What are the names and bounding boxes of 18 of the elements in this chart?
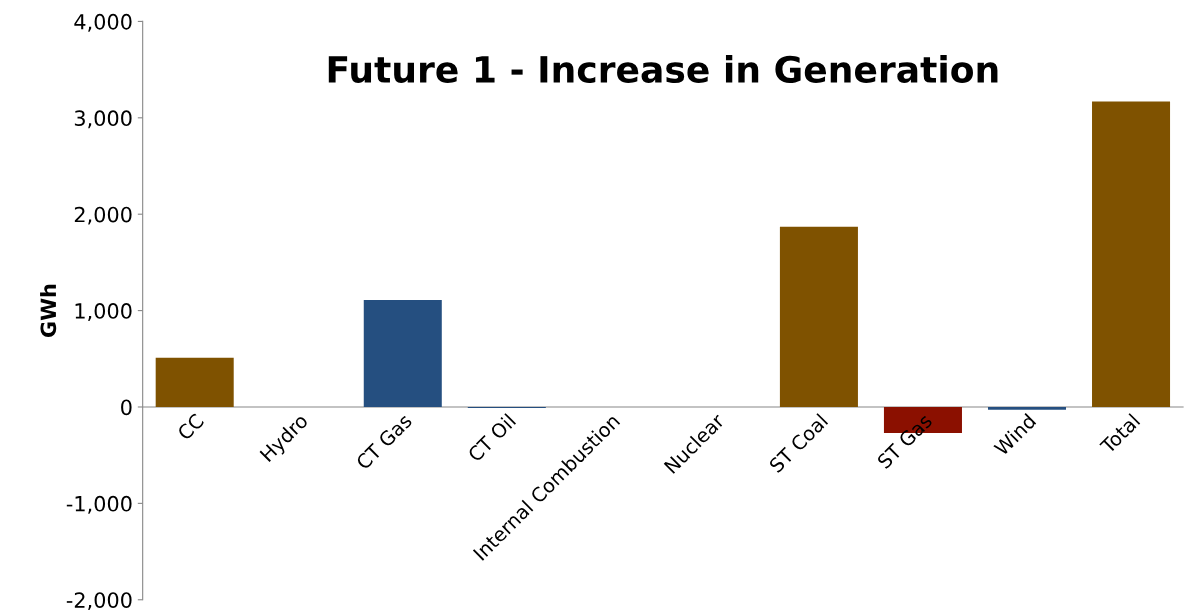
bar [155,357,234,407]
text: Future 1 - Increase in Generation [328,55,998,83]
y-tick-label: 3,000 [74,110,132,129]
y-tick-label: -1,000 [66,495,132,514]
y-tick-label: 4,000 [74,13,132,32]
bar [779,226,858,407]
x-tick-label: CT Oil [466,413,517,463]
y-tick-label: 0 [121,399,132,416]
x-tick-label: CT Gas [355,412,413,471]
x-tick-label: CC [176,412,205,441]
bar [1092,101,1171,407]
y-tick-label: 2,000 [74,206,132,225]
y-tick-label: -2,000 [66,592,132,611]
bar [363,299,442,407]
y-axis-title: GWh [40,284,57,338]
bar [987,406,1067,410]
x-tick-label: ST Gas [876,412,933,470]
y-tick-label: 1,000 [75,303,132,321]
